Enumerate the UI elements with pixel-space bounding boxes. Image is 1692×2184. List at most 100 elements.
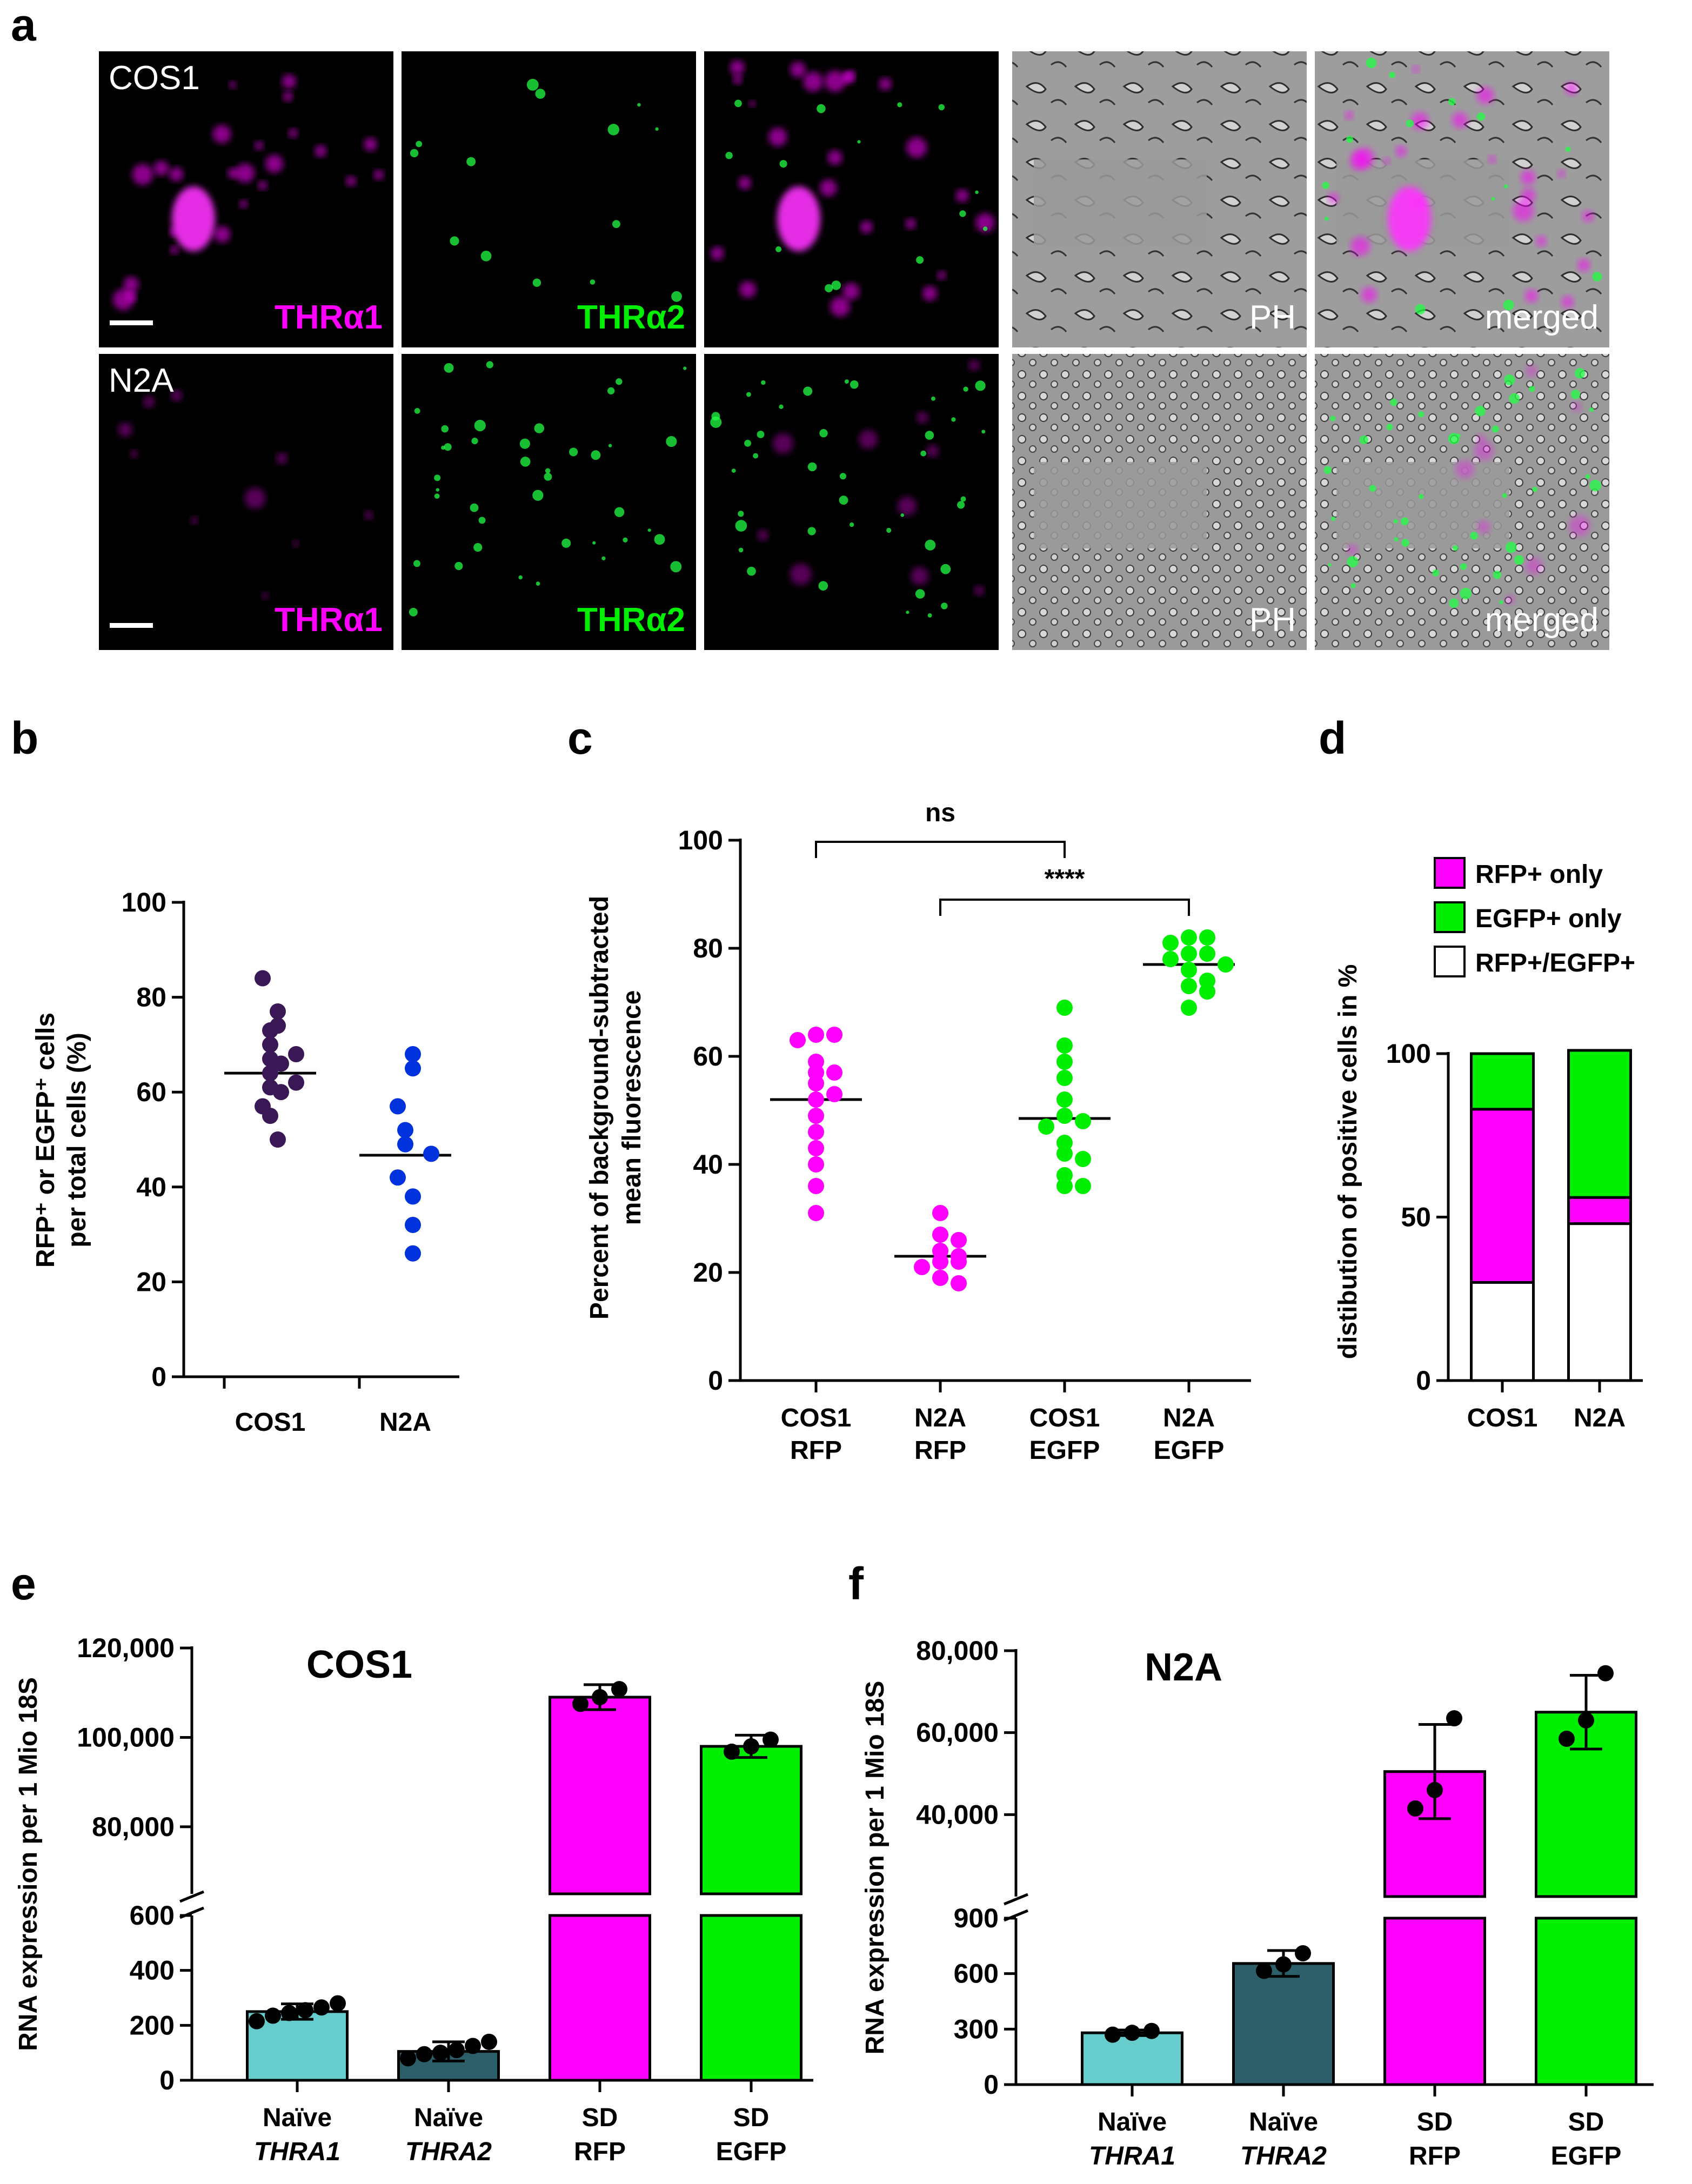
green-signal — [607, 387, 615, 394]
green-signal — [807, 527, 816, 535]
data-point — [951, 1232, 967, 1248]
green-signal — [414, 408, 420, 414]
data-point — [1056, 1000, 1073, 1016]
green-signal — [1394, 537, 1399, 542]
micrograph-background-region — [1034, 159, 1207, 246]
green-signal — [975, 190, 979, 195]
green-signal — [1504, 184, 1508, 189]
green-signal — [532, 278, 541, 287]
panel-label-c: c — [567, 713, 593, 763]
green-signal — [1347, 556, 1359, 567]
data-point — [1056, 1145, 1073, 1162]
green-signal — [818, 581, 828, 591]
green-signal — [1460, 563, 1467, 571]
x-tick-label: COS1 — [1467, 1404, 1538, 1432]
data-point — [1427, 1781, 1443, 1798]
data-point — [808, 1140, 824, 1156]
data-point — [1105, 2026, 1121, 2043]
x-tick-label: COS1 — [235, 1408, 306, 1437]
magenta-signal — [1582, 210, 1594, 222]
data-point — [951, 1275, 967, 1291]
magenta-bright-cell — [777, 186, 820, 251]
magenta-signal — [1525, 557, 1543, 575]
magenta-signal — [214, 226, 231, 243]
magenta-signal — [262, 592, 269, 599]
y-tick-label: 0 — [1416, 1365, 1431, 1396]
magenta-signal — [126, 291, 137, 302]
magenta-signal — [1452, 112, 1468, 129]
green-signal — [1509, 393, 1520, 404]
panel-label-e: e — [11, 1558, 36, 1609]
y-tick-label: 0 — [159, 2065, 175, 2095]
green-signal — [897, 102, 902, 108]
green-signal — [1366, 57, 1377, 69]
data-point — [1199, 929, 1215, 946]
green-signal — [535, 89, 546, 99]
green-signal — [436, 488, 439, 492]
y-tick-label: 80,000 — [916, 1636, 999, 1666]
magenta-signal — [364, 511, 373, 520]
magenta-signal — [373, 170, 384, 180]
micrograph-channel-label: THRα1 — [275, 601, 383, 639]
data-point — [1181, 929, 1197, 946]
x-tick-label-line2: THRA1 — [1089, 2142, 1175, 2170]
green-signal — [536, 581, 540, 586]
panel-label-a: a — [11, 0, 37, 50]
green-signal — [747, 566, 756, 576]
x-tick-label-line2: RFP — [914, 1436, 966, 1465]
green-signal — [1359, 435, 1368, 445]
y-tick-label: 100 — [122, 887, 166, 917]
green-signal — [900, 513, 905, 517]
legend-swatch — [1434, 857, 1466, 889]
y-axis-label: RNA expression per 1 Mio 18S — [861, 1681, 890, 2055]
green-signal — [982, 226, 988, 231]
green-signal — [920, 450, 926, 457]
x-tick-label: SD — [582, 2103, 618, 2132]
data-point — [481, 2033, 497, 2050]
x-tick-label: COS1 — [1029, 1404, 1100, 1432]
data-point — [1446, 1710, 1462, 1727]
data-point — [1143, 2022, 1160, 2039]
data-point — [592, 1689, 608, 1705]
data-point — [932, 1205, 948, 1221]
magenta-signal — [803, 71, 823, 92]
magenta-signal — [169, 167, 184, 182]
green-signal — [839, 495, 848, 505]
green-signal — [544, 472, 552, 481]
y-tick-label: 40 — [693, 1149, 723, 1180]
data-point — [1162, 935, 1179, 951]
green-signal — [569, 447, 578, 457]
x-tick-label: SD — [733, 2103, 770, 2132]
green-signal — [1449, 598, 1459, 608]
green-signal — [486, 361, 493, 369]
data-point — [951, 1254, 967, 1270]
data-point — [1181, 1000, 1197, 1016]
green-signal — [1589, 479, 1602, 492]
panel-label-d: d — [1319, 713, 1346, 763]
green-signal — [1493, 571, 1502, 579]
green-signal — [532, 490, 544, 501]
green-signal — [1476, 112, 1486, 121]
magenta-signal — [130, 450, 138, 458]
chart-d: 0 50 100 COS1 N2A RFP+ only EGFP+ only RFP+/EGF… — [1334, 857, 1643, 1432]
y-tick-label: 60 — [136, 1077, 166, 1107]
stacked-bar-segment — [1567, 1196, 1632, 1225]
green-signal — [775, 246, 782, 252]
y-tick-label: 20 — [693, 1257, 723, 1288]
green-signal — [1418, 411, 1425, 418]
green-signal — [441, 425, 449, 433]
data-point — [1275, 1956, 1292, 1973]
green-signal — [601, 556, 606, 561]
axis-break-mark — [1004, 1909, 1028, 1922]
magenta-signal — [258, 180, 267, 190]
x-tick-label: SD — [1417, 2108, 1453, 2136]
green-signal — [683, 366, 687, 370]
magenta-signal — [1361, 287, 1377, 303]
green-signal — [1470, 532, 1478, 540]
green-signal — [1592, 272, 1602, 282]
magenta-signal — [364, 137, 377, 151]
data-point — [449, 2042, 465, 2059]
data-point — [397, 1136, 413, 1153]
axis-break-mark — [1004, 1893, 1028, 1906]
green-signal — [478, 517, 486, 524]
